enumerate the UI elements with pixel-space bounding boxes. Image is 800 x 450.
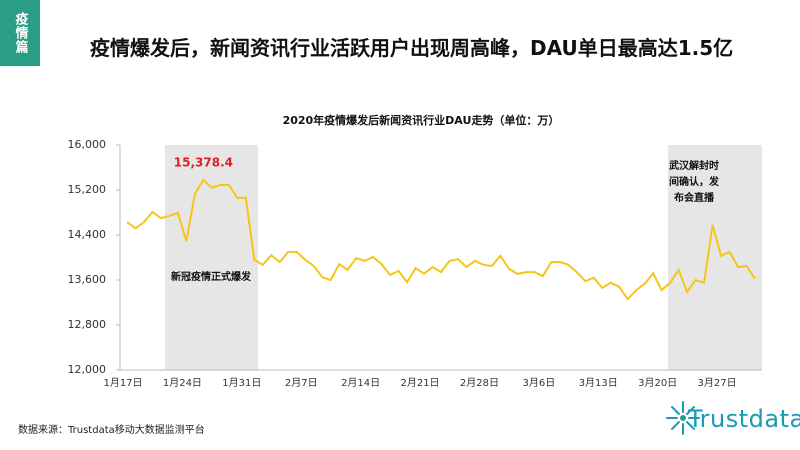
x-tick-label: 3月13日 [579, 377, 618, 389]
y-tick-label: 12,000 [68, 363, 107, 376]
x-tick-label: 3月6日 [522, 377, 555, 389]
annotation: 武汉解封时 [669, 159, 719, 172]
data-line [126, 178, 756, 301]
annotation: 间确认，发 [669, 175, 720, 188]
x-tick-label: 2月21日 [400, 377, 439, 389]
page-title: 疫情爆发后，新闻资讯行业活跃用户出现周高峰，DAU单日最高达1.5亿 [90, 36, 734, 60]
x-tick-label: 3月20日 [638, 377, 677, 389]
section-tab: 疫情篇 [0, 0, 40, 66]
x-tick-label: 1月17日 [103, 377, 142, 389]
data-label: 15,378.4 [174, 155, 233, 169]
x-tick-label: 1月24日 [163, 377, 202, 389]
x-tick-label: 2月7日 [285, 377, 318, 389]
annotation: 布会直播 [674, 191, 715, 204]
source-note: 数据来源：Trustdata移动大数据监测平台 [18, 425, 205, 436]
logo-text: Trustdata [688, 405, 800, 433]
highlight-band [668, 145, 762, 370]
highlight-band [165, 145, 258, 370]
annotation: 新冠疫情正式爆发 [171, 270, 252, 283]
y-tick-label: 15,200 [68, 183, 107, 196]
y-tick-label: 12,800 [68, 318, 107, 331]
y-tick-label: 16,000 [68, 138, 107, 151]
x-tick-label: 3月27日 [698, 377, 737, 389]
x-tick-label: 2月28日 [460, 377, 499, 389]
logo-icon [666, 401, 700, 435]
x-tick-label: 1月31日 [222, 377, 261, 389]
chart-title: 2020年疫情爆发后新闻资讯行业DAU走势（单位：万） [283, 113, 560, 127]
y-tick-label: 13,600 [68, 273, 107, 286]
y-tick-label: 14,400 [68, 228, 107, 241]
x-tick-label: 2月14日 [341, 377, 380, 389]
